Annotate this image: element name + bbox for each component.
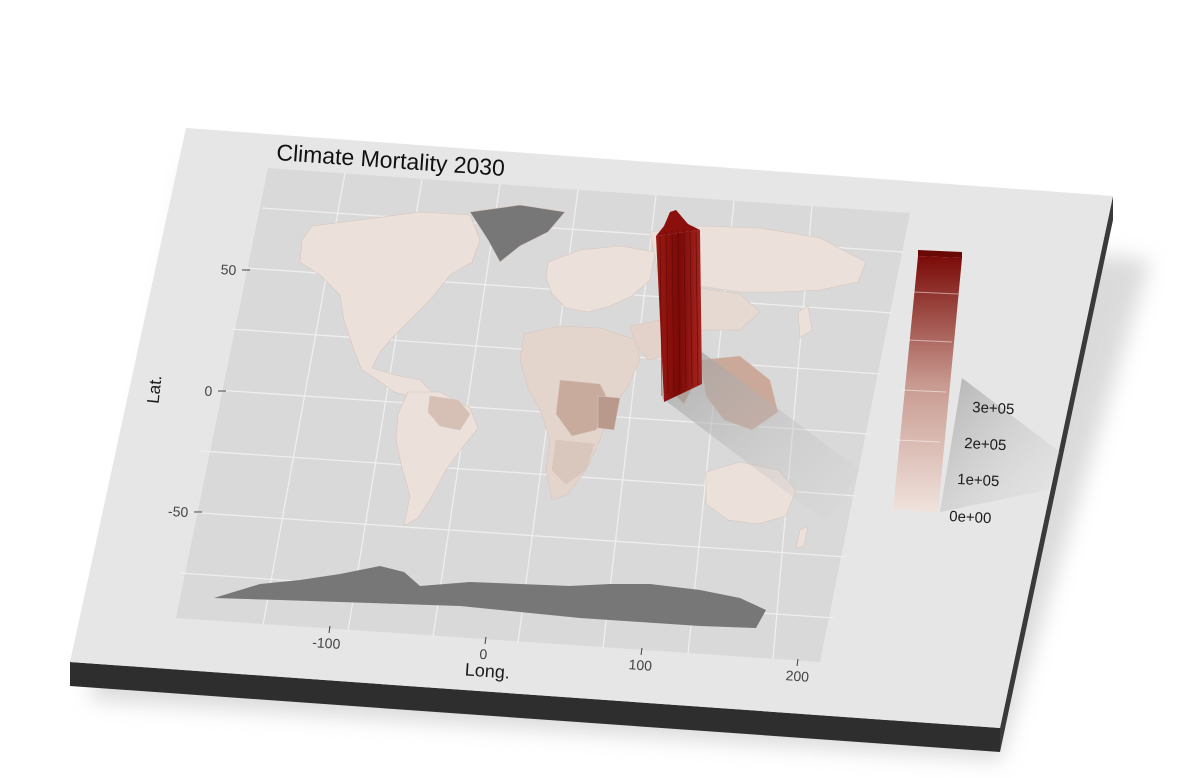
africa-central [555, 379, 611, 437]
x-tick-0: 0 [479, 646, 488, 663]
legend-bar-top [918, 250, 962, 258]
x-tick-200: 200 [785, 667, 810, 685]
europe [545, 245, 656, 313]
base-side-right [1000, 196, 1113, 752]
y-axis-label: Lat. [144, 374, 166, 404]
y-axis: 50 0 -50 Lat. [144, 261, 250, 520]
legend-tick-2: 2e+05 [964, 435, 1007, 454]
x-tick-neg100: -100 [312, 634, 341, 652]
x-tick-100: 100 [628, 656, 653, 674]
legend-tick-1: 1e+05 [957, 471, 1000, 490]
peak-shadow [662, 352, 860, 522]
legend-tick-3: 3e+05 [972, 399, 1015, 418]
peak-top [656, 210, 700, 236]
north-america [299, 211, 481, 399]
legend-shadow [940, 378, 1060, 512]
x-axis-label: Long. [464, 659, 510, 682]
legend: 3e+05 2e+05 1e+05 0e+00 [893, 250, 1060, 527]
y-tick-50: 50 [220, 261, 237, 278]
y-tick-neg50: -50 [168, 503, 189, 520]
china-peak [656, 210, 702, 402]
x-axis: -100 0 100 200 Long. [312, 625, 810, 685]
y-tick-0: 0 [204, 383, 213, 399]
africa-south [551, 439, 595, 485]
greenland [469, 204, 566, 263]
japan [797, 305, 813, 339]
legend-bar [893, 256, 962, 512]
antarctica [214, 566, 766, 628]
countries [214, 204, 867, 628]
south-america-region [427, 395, 471, 431]
new-zealand [795, 525, 809, 549]
legend-tick-0: 0e+00 [949, 508, 992, 527]
africa-east [597, 395, 621, 431]
base-side-front [70, 662, 1000, 752]
